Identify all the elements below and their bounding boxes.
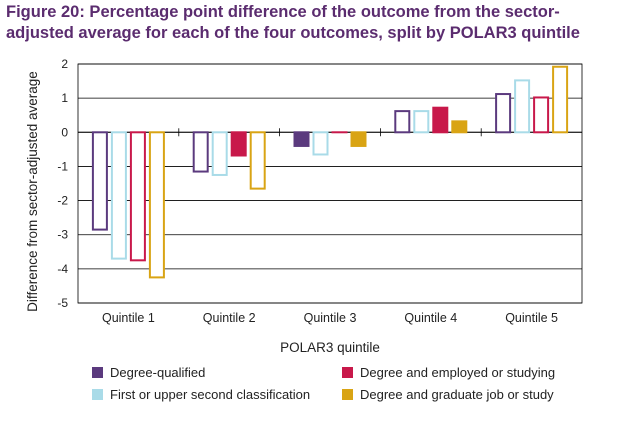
y-tick-label: 1 xyxy=(61,91,68,105)
y-tick-label: 0 xyxy=(61,125,68,139)
bar xyxy=(230,131,247,157)
bar xyxy=(495,93,512,134)
y-tick-label: -1 xyxy=(57,159,68,173)
x-axis-title: POLAR3 quintile xyxy=(280,340,380,355)
bar xyxy=(249,131,266,190)
bar xyxy=(533,96,550,134)
y-tick-label: -2 xyxy=(57,194,68,208)
legend-label: Degree and graduate job or study xyxy=(360,387,554,402)
x-tick-label: Quintile 2 xyxy=(203,311,256,325)
y-tick-label: -3 xyxy=(57,228,68,242)
legend-swatch xyxy=(92,367,103,378)
chart-title: Figure 20: Percentage point difference o… xyxy=(6,2,621,44)
x-tick-label: Quintile 1 xyxy=(102,311,155,325)
x-tick-label: Quintile 3 xyxy=(304,311,357,325)
plot-frame xyxy=(77,63,583,304)
legend-label: Degree and employed or studying xyxy=(360,365,555,380)
bar xyxy=(350,131,367,147)
legend-swatch xyxy=(92,389,103,400)
bar xyxy=(91,131,108,231)
legend-swatch xyxy=(342,367,353,378)
x-tick-label: Quintile 5 xyxy=(505,311,558,325)
y-tick-label: -4 xyxy=(57,262,68,276)
bar xyxy=(110,131,127,260)
bar xyxy=(148,131,165,279)
bar xyxy=(394,110,411,134)
bar xyxy=(129,131,146,262)
bar xyxy=(192,131,209,173)
bar xyxy=(312,131,329,156)
legend-label: First or upper second classification xyxy=(110,387,310,402)
bar xyxy=(413,110,430,134)
bar xyxy=(514,79,531,134)
x-tick-label: Quintile 4 xyxy=(404,311,457,325)
chart-title-line-2: adjusted average for each of the four ou… xyxy=(6,24,580,42)
bar xyxy=(451,120,468,134)
y-tick-label: 2 xyxy=(61,57,68,71)
y-axis-title: Difference from sector-adjusted average xyxy=(25,71,40,312)
legend-swatch xyxy=(342,389,353,400)
legend-label: Degree-qualified xyxy=(110,365,205,380)
bar xyxy=(211,131,228,176)
chart-title-line-1: Figure 20: Percentage point difference o… xyxy=(6,3,560,21)
bar xyxy=(552,65,569,134)
y-tick-label: -5 xyxy=(57,296,68,310)
bar xyxy=(432,106,449,134)
bar xyxy=(293,131,310,147)
